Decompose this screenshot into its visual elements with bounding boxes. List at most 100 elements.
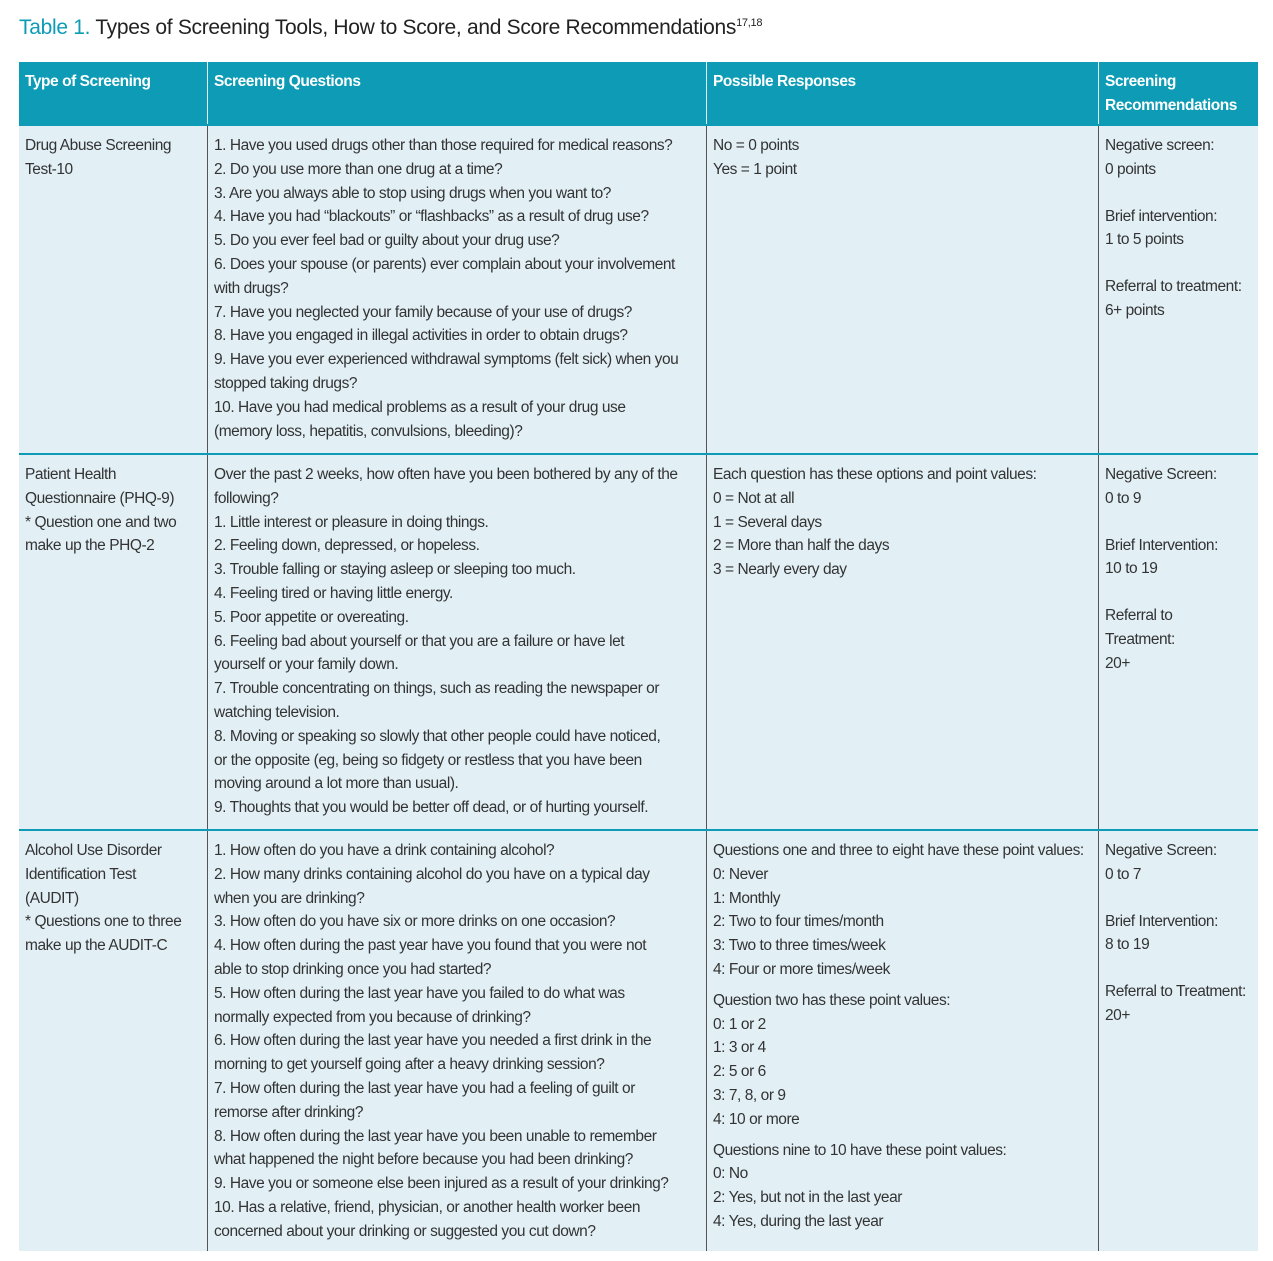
cell-line: 5. How often during the last year have y…	[214, 984, 625, 1002]
cell-line: Over the past 2 weeks, how often have yo…	[214, 466, 678, 483]
cell-line: 8. Have you engaged in illegal activitie…	[214, 327, 628, 345]
recommendation: Referral to Treatment: 20+	[1105, 980, 1252, 1028]
cell-line: 5. Do you ever feel bad or guilty about …	[214, 232, 560, 250]
cell-line: 9. Thoughts that you would be better off…	[214, 799, 649, 817]
recommendation: Brief Intervention: 10 to 19	[1105, 534, 1252, 582]
title-text: Types of Screening Tools, How to Score, …	[95, 16, 737, 39]
cell-line: 3: 7, 8, or 9	[713, 1086, 786, 1104]
cell-line: Patient Health	[25, 466, 117, 483]
cell-line: 4. How often during the past year have y…	[214, 937, 647, 955]
cell-line: 1. How often do you have a drink contain…	[214, 842, 555, 859]
header-text: Screening Questions	[214, 73, 361, 90]
cell-line: 9. Have you or someone else been injured…	[214, 1175, 669, 1193]
cell-line: Treatment:	[1105, 630, 1175, 648]
response-group: Each question has these options and poin…	[713, 463, 1092, 582]
header-text: Type of Screening	[25, 73, 151, 90]
recommendations-cell: Negative screen: 0 points Brief interventi…	[1098, 126, 1258, 453]
type-cell: Patient Health Questionnaire (PHQ-9) * Que…	[19, 455, 207, 829]
cell-line: Brief Intervention:	[1105, 912, 1218, 930]
recommendation: Brief Intervention: 8 to 19	[1105, 910, 1252, 958]
table-row: Patient Health Questionnaire (PHQ-9) * Que…	[19, 453, 1258, 829]
cell-line: 0 to 9	[1105, 489, 1142, 507]
title-refs: 17,18	[736, 17, 763, 29]
header-text: Possible Responses	[713, 73, 856, 90]
cell-line: 1. Have you used drugs other than those …	[214, 137, 673, 154]
cell-line: 20+	[1105, 1006, 1130, 1024]
cell-line: Question two has these point values:	[713, 991, 951, 1009]
recommendation: Referral to Treatment: 20+	[1105, 604, 1252, 675]
cell-line: Negative Screen:	[1105, 842, 1217, 859]
cell-line: what happened the night before because y…	[214, 1151, 633, 1169]
cell-line: Questions nine to 10 have these point va…	[713, 1141, 1007, 1159]
cell-line: 3 = Nearly every day	[713, 561, 847, 579]
cell-line: 2. Do you use more than one drug at a ti…	[214, 160, 503, 178]
cell-line: 2 = More than half the days	[713, 537, 890, 555]
cell-line: * Question one and two	[25, 513, 177, 531]
cell-line: or the opposite (eg, being so fidgety or…	[214, 751, 642, 769]
cell-line: 2: Two to four times/month	[713, 913, 884, 931]
response-group: Question two has these point values: 0: 1…	[713, 989, 1092, 1132]
questions-cell: 1. How often do you have a drink contain…	[207, 831, 706, 1251]
cell-line: 0 points	[1105, 160, 1156, 178]
cell-line: make up the AUDIT-C	[25, 937, 168, 955]
cell-line: 8. Moving or speaking so slowly that oth…	[214, 727, 661, 745]
cell-line: 4: 10 or more	[713, 1110, 800, 1128]
cell-line: Questions one and three to eight have th…	[713, 842, 1084, 859]
responses-cell: No = 0 points Yes = 1 point	[706, 126, 1098, 453]
cell-line: 6. How often during the last year have y…	[214, 1032, 652, 1050]
cell-line: Referral to treatment:	[1105, 278, 1242, 296]
cell-line: 1: Monthly	[713, 889, 781, 907]
cell-line: Negative Screen:	[1105, 466, 1217, 483]
cell-line: 10. Has a relative, friend, physician, o…	[214, 1198, 641, 1216]
response-group: Questions nine to 10 have these point va…	[713, 1139, 1092, 1234]
cell-line: 4. Have you had “blackouts” or “flashbac…	[214, 208, 649, 226]
cell-line: Yes = 1 point	[713, 160, 797, 178]
cell-line: when you are drinking?	[214, 889, 365, 907]
cell-line: 1: 3 or 4	[713, 1039, 766, 1057]
cell-line: 4. Feeling tired or having little energy…	[214, 584, 453, 602]
header-cell: Type of Screening	[19, 62, 207, 124]
cell-line: Referral to	[1105, 607, 1173, 625]
cell-line: Questionnaire (PHQ-9)	[25, 489, 175, 507]
cell-line: 0 = Not at all	[713, 489, 795, 507]
cell-line: 0: No	[713, 1165, 748, 1183]
cell-line: 4: Yes, during the last year	[713, 1212, 884, 1230]
cell-line: stopped taking drugs?	[214, 374, 358, 392]
cell-line: 9. Have you ever experienced withdrawal …	[214, 351, 679, 369]
table-title: Table 1. Types of Screening Tools, How t…	[19, 16, 762, 40]
cell-line: Negative screen:	[1105, 137, 1215, 154]
cell-line: 0: 1 or 2	[713, 1015, 766, 1033]
cell-line: Recommendations	[1105, 96, 1237, 114]
cell-line: normally expected from you because of dr…	[214, 1008, 531, 1026]
cell-line: 3. Trouble falling or staying asleep or …	[214, 561, 576, 579]
cell-line: 7. Have you neglected your family becaus…	[214, 303, 632, 321]
cell-line: Test-10	[25, 160, 73, 178]
type-cell: Drug Abuse Screening Test-10	[19, 126, 207, 453]
questions-cell: Over the past 2 weeks, how often have yo…	[207, 455, 706, 829]
cell-line: * Questions one to three	[25, 913, 182, 931]
response-group: Questions one and three to eight have th…	[713, 839, 1092, 982]
responses-cell: Each question has these options and poin…	[706, 455, 1098, 829]
header-cell: Screening Recommendations	[1098, 62, 1258, 124]
recommendation: Brief intervention: 1 to 5 points	[1105, 205, 1252, 253]
questions-cell: 1. Have you used drugs other than those …	[207, 126, 706, 453]
cell-line: (AUDIT)	[25, 889, 79, 907]
cell-line: watching television.	[214, 703, 340, 721]
cell-line: 7. Trouble concentrating on things, such…	[214, 680, 660, 698]
cell-line: 5. Poor appetite or overeating.	[214, 608, 409, 626]
cell-line: 2. Feeling down, depressed, or hopeless.	[214, 537, 480, 555]
cell-line: 0 to 7	[1105, 865, 1142, 883]
cell-line: 6. Feeling bad about yourself or that yo…	[214, 632, 625, 650]
cell-line: Alcohol Use Disorder	[25, 842, 162, 859]
cell-line: 10. Have you had medical problems as a r…	[214, 398, 626, 416]
cell-line: Brief Intervention:	[1105, 536, 1218, 554]
type-cell: Alcohol Use Disorder Identification Test (…	[19, 831, 207, 1251]
cell-line: 3. Are you always able to stop using dru…	[214, 184, 611, 202]
table: Type of Screening Screening Questions Poss…	[19, 62, 1258, 1251]
recommendations-cell: Negative Screen: 0 to 9 Brief Intervention…	[1098, 455, 1258, 829]
response-group: No = 0 points Yes = 1 point	[713, 134, 1092, 182]
cell-line: 2. How many drinks containing alcohol do…	[214, 865, 650, 883]
cell-line: 8. How often during the last year have y…	[214, 1127, 657, 1145]
cell-line: 10 to 19	[1105, 560, 1158, 578]
